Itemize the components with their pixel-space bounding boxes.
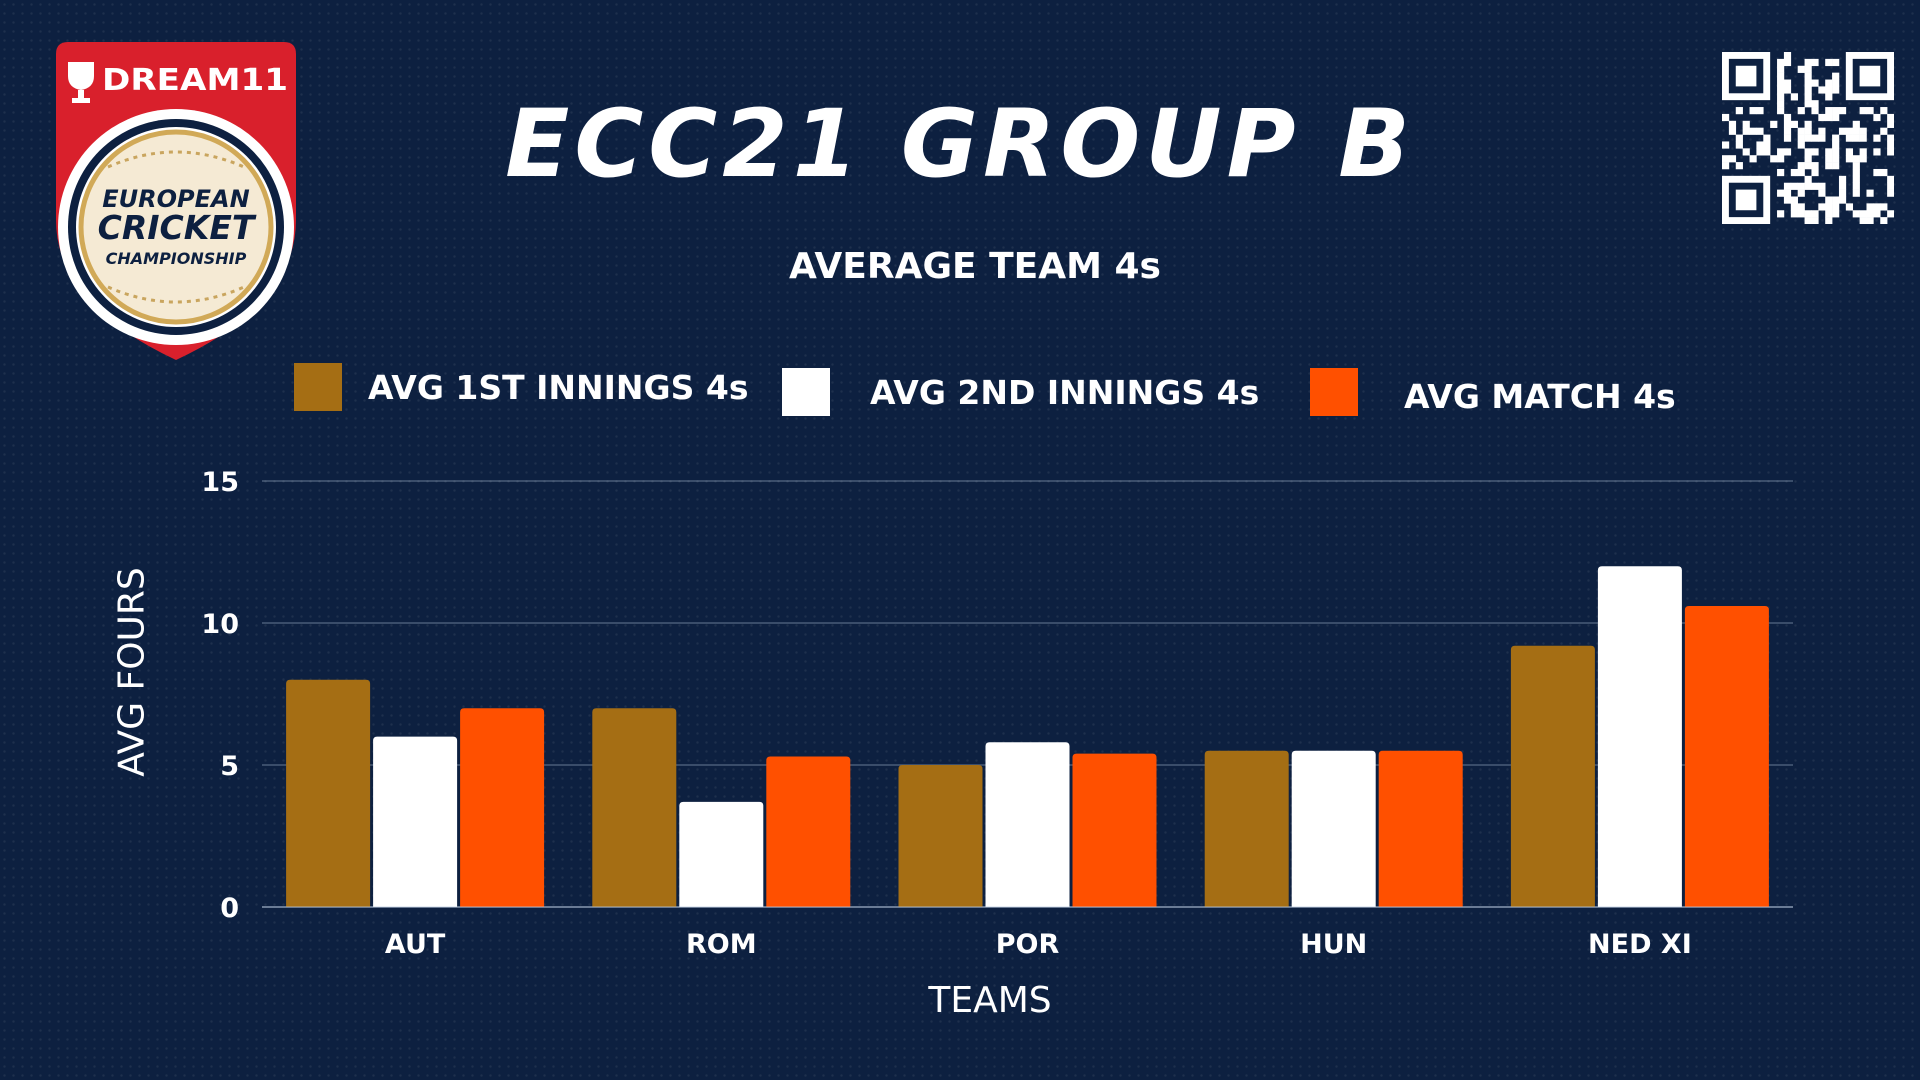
bar-aut-series-3	[460, 708, 545, 907]
legend-item-2nd-innings: AVG 2ND INNINGS 4s	[782, 368, 1259, 416]
bar-ned-xi-series-2	[1597, 566, 1682, 907]
x-tick-label: NED XI	[1588, 929, 1692, 960]
chart-subtitle: AVERAGE TEAM 4s	[789, 246, 1161, 287]
bar-hun-series-1	[1204, 750, 1289, 907]
dream11-brand: DREAM11	[102, 63, 288, 98]
y-tick-label: 0	[220, 893, 239, 924]
x-tick-label: AUT	[385, 929, 446, 960]
logo-line-cricket: CRICKET	[98, 208, 257, 247]
legend-label: AVG 1ST INNINGS 4s	[368, 367, 749, 407]
y-tick-label: 10	[201, 609, 239, 640]
legend-label: AVG 2ND INNINGS 4s	[870, 372, 1260, 412]
x-tick-label: HUN	[1300, 929, 1367, 960]
qr-code	[1722, 52, 1894, 224]
logo-line-european: EUROPEAN	[102, 185, 249, 213]
chart-title: ECC21 GROUP B	[505, 90, 1415, 199]
legend-swatch	[1310, 368, 1358, 416]
x-axis-label: TEAMS	[928, 980, 1052, 1021]
bar-aut-series-2	[373, 736, 458, 907]
legend-label: AVG MATCH 4s	[1404, 376, 1676, 416]
legend-item-1st-innings: AVG 1ST INNINGS 4s	[294, 363, 749, 411]
logo-line-championship: CHAMPIONSHIP	[106, 249, 247, 268]
bar-por-series-2	[985, 742, 1070, 907]
bar-hun-series-2	[1291, 750, 1376, 907]
x-tick-label: POR	[996, 929, 1060, 960]
european-cricket-championship-logo: DREAM11 EUROPEAN CRICKET CHAMPIONSHIP	[56, 42, 296, 360]
bar-aut-series-1	[286, 679, 371, 907]
y-tick-label: 5	[220, 751, 239, 782]
y-tick-label: 15	[201, 467, 239, 498]
dream11-trophy-icon	[68, 62, 94, 103]
bar-ned-xi-series-1	[1510, 645, 1595, 907]
bar-por-series-1	[898, 765, 983, 907]
legend-item-match: AVG MATCH 4s	[1310, 368, 1676, 416]
y-axis-label: AVG FOURS	[111, 567, 153, 777]
bar-rom-series-1	[592, 708, 677, 907]
bar-por-series-3	[1072, 753, 1157, 907]
legend-swatch	[782, 368, 830, 416]
legend-swatch	[294, 363, 342, 411]
x-tick-label: ROM	[686, 929, 757, 960]
bar-rom-series-3	[766, 756, 851, 907]
bar-hun-series-3	[1378, 750, 1463, 907]
bar-ned-xi-series-3	[1684, 605, 1769, 907]
bar-rom-series-2	[679, 801, 764, 907]
